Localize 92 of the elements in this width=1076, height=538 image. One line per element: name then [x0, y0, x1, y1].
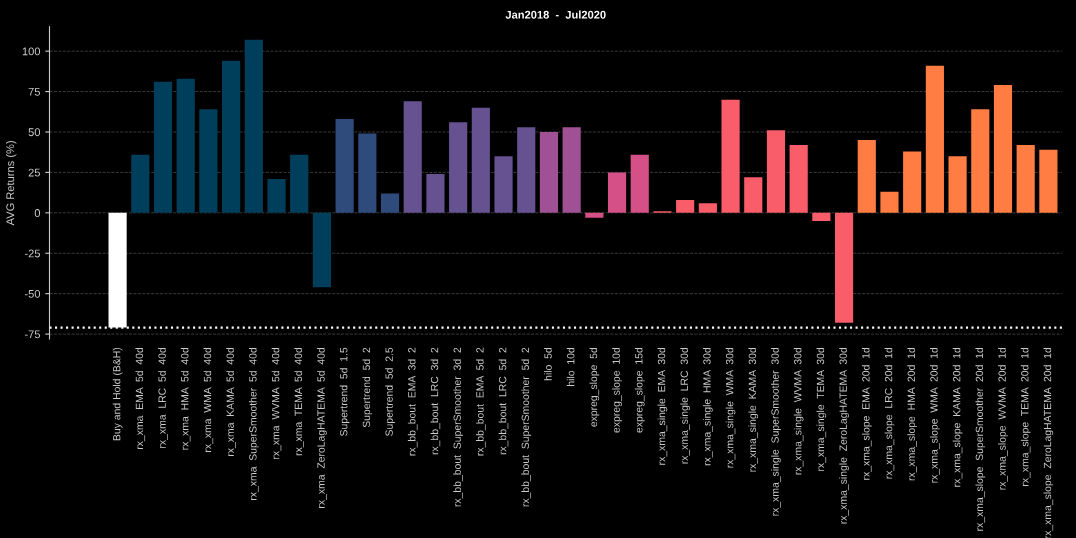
bar: [812, 212, 831, 221]
x-tick-label: rx_bb_bout SuperSmoother 3d 2: [453, 347, 463, 507]
bar: [857, 140, 876, 213]
bar: [766, 130, 786, 213]
y-tick-label: 25: [28, 168, 40, 177]
bar: [698, 203, 717, 213]
x-tick-label: rx_xma_slope LRC 20d 1d: [884, 347, 895, 479]
bar: [789, 144, 808, 213]
x-tick-label: rx_xma_slope KAMA 20d 1d: [952, 347, 963, 487]
bar: [925, 65, 944, 213]
bar: [948, 156, 967, 213]
bar: [993, 85, 1013, 213]
x-tick-label: rx_xma_slope EMA 20d 1d: [861, 347, 872, 480]
bar: [244, 39, 263, 213]
x-tick-label: rx_xma TEMA 5d 40d: [294, 347, 304, 456]
bar: [176, 78, 195, 213]
x-tick-label: rx_xma_slope ZeroLagHATEMA 20d 1d: [1043, 347, 1054, 538]
y-axis-title: AVG Returns (%): [6, 141, 17, 226]
x-tick-label: rx_bb_bout EMA 3d 2: [407, 347, 418, 456]
x-tick-label: rx_xma WVMA 5d 40d: [271, 347, 282, 459]
bar: [562, 127, 581, 213]
bar: [358, 133, 377, 213]
x-tick-label: Supertrend 5d 2.5: [385, 347, 395, 436]
bar: [222, 60, 241, 213]
bar: [153, 81, 173, 213]
bar: [517, 127, 536, 213]
y-tick-label: -75: [24, 330, 40, 339]
x-tick-label: expreg_slope 5d: [589, 347, 600, 427]
bar: [880, 191, 899, 213]
bar: [380, 193, 400, 213]
x-tick-label: rx_xma_single HMA 30d: [703, 347, 713, 466]
x-tick-label: rx_xma_slope SuperSmoother 20d 1d: [975, 347, 986, 531]
x-tick-label: rx_xma_single WVMA 30d: [793, 347, 804, 475]
y-tick-label: 75: [28, 87, 40, 96]
bar: [290, 154, 309, 213]
bar: [494, 156, 513, 213]
bar: [1016, 144, 1035, 213]
x-tick-label: rx_bb_bout SuperSmoother 5d 2: [521, 347, 532, 507]
x-tick-label: expreg_slope 10d: [612, 347, 622, 433]
x-tick-label: rx_xma EMA 5d 40d: [135, 347, 146, 450]
x-tick-label: rx_xma_single LRC 30d: [680, 347, 691, 464]
x-tick-label: rx_xma_single WMA 30d: [725, 347, 736, 468]
bar: [312, 212, 331, 288]
x-tick-label: rx_xma_slope TEMA 20d 1d: [1020, 347, 1031, 486]
bar: [471, 107, 490, 213]
chart-title: Jan2018 - Jul2020: [505, 10, 606, 19]
bar: [1039, 149, 1058, 213]
x-tick-label: rx_bb_bout EMA 5d 2: [475, 347, 486, 456]
x-tick-label: Supertrend 5d 2: [362, 347, 373, 428]
bar: [903, 151, 922, 213]
bar: [267, 178, 286, 213]
bar: [199, 109, 218, 213]
y-tick-label: -25: [24, 249, 40, 258]
x-tick-label: Buy and Hold (B&H): [112, 347, 123, 441]
bar: [539, 131, 559, 213]
bar: [630, 154, 649, 213]
bar: [131, 154, 150, 213]
x-tick-label: rx_xma ZeroLagHATEMA 5d 40d: [317, 347, 327, 508]
y-tick-label: 0: [34, 209, 41, 217]
y-tick-label: 50: [28, 128, 41, 137]
bar: [607, 172, 627, 213]
bar: [585, 212, 604, 218]
x-tick-label: rx_xma LRC 5d 40d: [158, 347, 168, 448]
bar: [426, 174, 445, 213]
bar: [971, 109, 990, 213]
x-tick-label: rx_xma_single SuperSmoother 30d: [771, 347, 781, 516]
x-tick-label: rx_xma_single KAMA 30d: [748, 347, 759, 472]
x-tick-label: rx_xma_slope WMA 20d 1d: [930, 347, 940, 483]
x-tick-label: rx_xma SuperSmoother 5d 40d: [248, 347, 259, 501]
x-tick-label: Supertrend 5d 1.5: [339, 347, 350, 436]
y-tick-label: -50: [24, 289, 41, 298]
x-tick-label: hilo 10d: [566, 347, 575, 386]
x-tick-label: rx_xma_single ZeroLagHATEMA 30d: [839, 347, 849, 524]
x-tick-label: rx_xma HMA 5d 40d: [180, 347, 191, 450]
x-tick-label: rx_xma_single TEMA 30d: [816, 347, 827, 471]
x-tick-label: hilo 5d: [544, 347, 552, 381]
bar: [676, 199, 695, 213]
x-tick-label: rx_xma KAMA 5d 40d: [226, 347, 236, 456]
x-tick-label: rx_xma_slope WVMA 20d 1d: [998, 347, 1008, 490]
bar: [721, 99, 740, 213]
bar: [403, 101, 422, 213]
y-tick-label: 100: [22, 47, 41, 56]
x-tick-label: rx_xma WMA 5d 40d: [203, 347, 214, 452]
x-tick-label: expreg_slope 15d: [634, 347, 645, 433]
bar: [449, 122, 468, 213]
x-tick-label: rx_xma_slope HMA 20d 1d: [907, 347, 918, 481]
bar: [834, 212, 854, 323]
bar: [744, 177, 763, 213]
x-tick-label: rx_bb_bout LRC 5d 2: [498, 347, 509, 455]
bar: [335, 119, 354, 213]
x-tick-label: rx_xma_single EMA 30d: [657, 347, 668, 465]
x-tick-label: rx_bb_bout LRC 3d 2: [430, 347, 441, 455]
